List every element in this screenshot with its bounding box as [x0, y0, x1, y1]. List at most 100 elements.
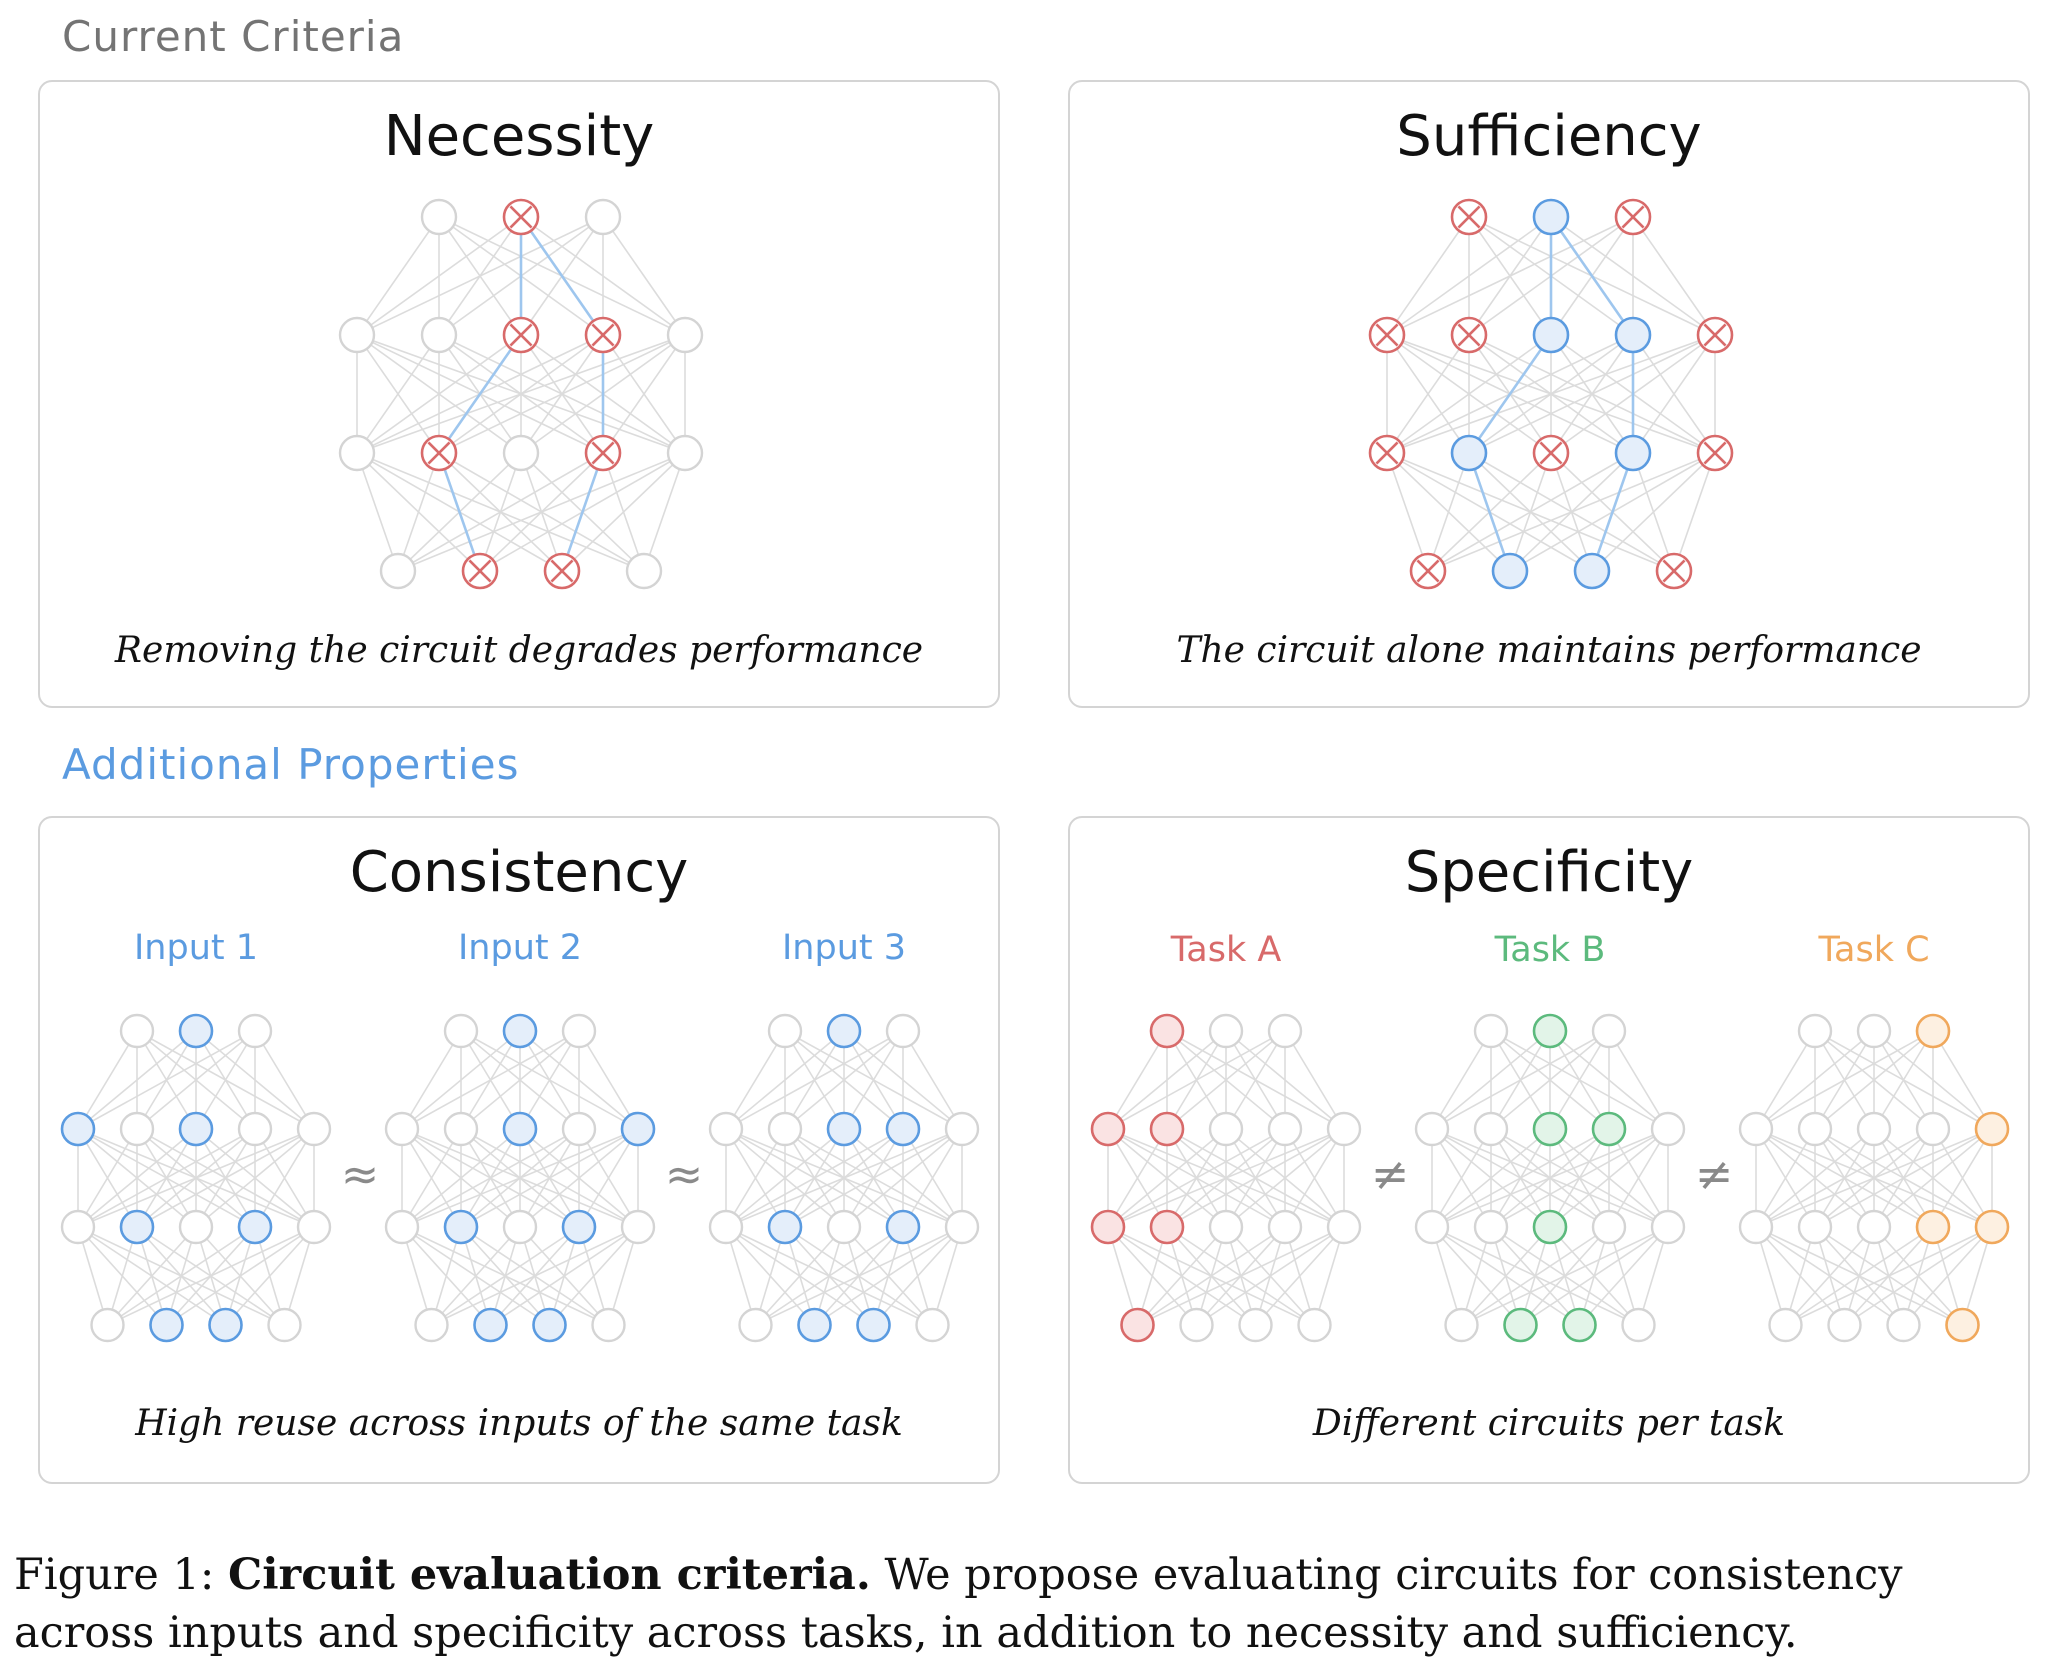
- network-edge: [77, 1030, 256, 1130]
- network-node: [443, 1111, 479, 1147]
- circuit-node-blue: [1450, 434, 1488, 472]
- circuit-edge: [437, 452, 482, 572]
- circuit-edge: [1549, 216, 1635, 336]
- network-edge: [1225, 1128, 1345, 1228]
- circuit-node-orange: [1915, 1013, 1951, 1049]
- network-edge: [490, 1226, 639, 1326]
- network-edge: [1460, 1226, 1551, 1326]
- necessity-title: Necessity: [383, 104, 655, 169]
- network-edge: [1755, 1128, 1816, 1228]
- network-edge: [1107, 1128, 1227, 1228]
- network-edge: [431, 1226, 580, 1326]
- network-node: [178, 1209, 214, 1245]
- circuit-node-blue: [1614, 316, 1652, 354]
- sufficiency-network: [1368, 198, 1734, 590]
- ablated-node-cross: [1703, 441, 1727, 465]
- network-edge: [578, 1030, 639, 1130]
- circuit-node-blue: [208, 1307, 243, 1343]
- network-node: [90, 1307, 125, 1343]
- not-equal-operator-1: ≠: [1371, 1147, 1410, 1201]
- network-edge: [1490, 1128, 1669, 1228]
- network-edge: [356, 216, 522, 336]
- circuit-node-blue: [1532, 198, 1570, 236]
- network-edge: [843, 1030, 904, 1130]
- network-edge: [1673, 452, 1716, 572]
- ablated-node-cross: [1662, 559, 1686, 583]
- network-edge: [1284, 1030, 1345, 1130]
- network-edge: [725, 1030, 904, 1130]
- network-node: [1238, 1307, 1273, 1343]
- network-node: [502, 1209, 538, 1245]
- network-edge: [401, 1030, 580, 1130]
- network-edge: [1427, 452, 1716, 572]
- network-edge: [356, 334, 686, 454]
- network-edge: [224, 1226, 315, 1326]
- network-edge: [1137, 1226, 1286, 1326]
- network-node: [944, 1111, 980, 1147]
- specificity-network-diagrams: ≠ ≠: [1090, 1013, 2010, 1343]
- network-edge: [755, 1226, 963, 1326]
- network-edge: [195, 1030, 256, 1130]
- circuit-edge: [1590, 452, 1635, 572]
- circuit-node-blue: [885, 1111, 921, 1147]
- circuit-node-blue: [885, 1209, 921, 1245]
- circuit-node-orange: [1974, 1111, 2010, 1147]
- circuit-node-blue: [826, 1013, 862, 1049]
- network-edge: [356, 452, 399, 572]
- network-edge: [561, 452, 686, 572]
- circuit-node-blue: [1532, 316, 1570, 354]
- network-node: [1856, 1111, 1892, 1147]
- circuit-edge: [560, 452, 605, 572]
- network-edge: [166, 1226, 315, 1326]
- network-node: [944, 1209, 980, 1245]
- network-edge: [356, 216, 604, 336]
- network-edge: [1591, 452, 1716, 572]
- network-node: [561, 1111, 597, 1147]
- circuit-node-red: [1149, 1013, 1185, 1049]
- network-edge: [1608, 1128, 1669, 1228]
- circuit-edge: [1467, 452, 1512, 572]
- section-label-additional-properties: Additional Properties: [62, 740, 520, 789]
- network-edge: [1814, 1030, 1934, 1130]
- network-node: [119, 1013, 155, 1049]
- circuit-node-blue: [620, 1111, 656, 1147]
- network-node: [1267, 1209, 1303, 1245]
- network-node: [1267, 1111, 1303, 1147]
- ablated-node-cross: [1457, 205, 1481, 229]
- circuit-node-green: [1562, 1307, 1597, 1343]
- network-node: [1473, 1013, 1509, 1049]
- network-edge: [397, 452, 604, 572]
- figure-caption-label: Figure 1:: [14, 1550, 228, 1600]
- network-edge: [1431, 1030, 1610, 1130]
- network-node: [1797, 1111, 1833, 1147]
- network-node: [379, 552, 417, 590]
- circuit-edge: [1467, 334, 1553, 454]
- specificity-panel: ≠ ≠ Specificity Task A Task B Task C Diff…: [1068, 816, 2030, 1484]
- circuit-node-blue: [1573, 552, 1611, 590]
- network-node: [767, 1111, 803, 1147]
- network-node: [1738, 1209, 1774, 1245]
- network-node: [237, 1111, 273, 1147]
- network-edge: [519, 1128, 639, 1228]
- circuit-node-blue: [149, 1307, 184, 1343]
- circuit-node-blue: [1614, 434, 1652, 472]
- network-node: [1591, 1209, 1627, 1245]
- network-edge: [1431, 1128, 1610, 1228]
- specificity-title: Specificity: [1404, 840, 1694, 905]
- network-edge: [1549, 1128, 1669, 1228]
- network-edge: [1578, 1226, 1669, 1326]
- network-edge: [1608, 1030, 1669, 1130]
- circuit-node-green: [1503, 1307, 1538, 1343]
- network-node: [708, 1111, 744, 1147]
- ablated-node-cross: [509, 205, 533, 229]
- consistency-network-1: [60, 1013, 332, 1343]
- network-node: [1267, 1013, 1303, 1049]
- network-node: [1208, 1111, 1244, 1147]
- network-edge: [1107, 1128, 1345, 1228]
- network-edge: [401, 1030, 462, 1130]
- network-edge: [725, 1128, 963, 1228]
- circuit-node-blue: [1491, 552, 1529, 590]
- circuit-node-blue: [502, 1013, 538, 1049]
- consistency-network-2: [384, 1013, 656, 1343]
- network-node: [1208, 1209, 1244, 1245]
